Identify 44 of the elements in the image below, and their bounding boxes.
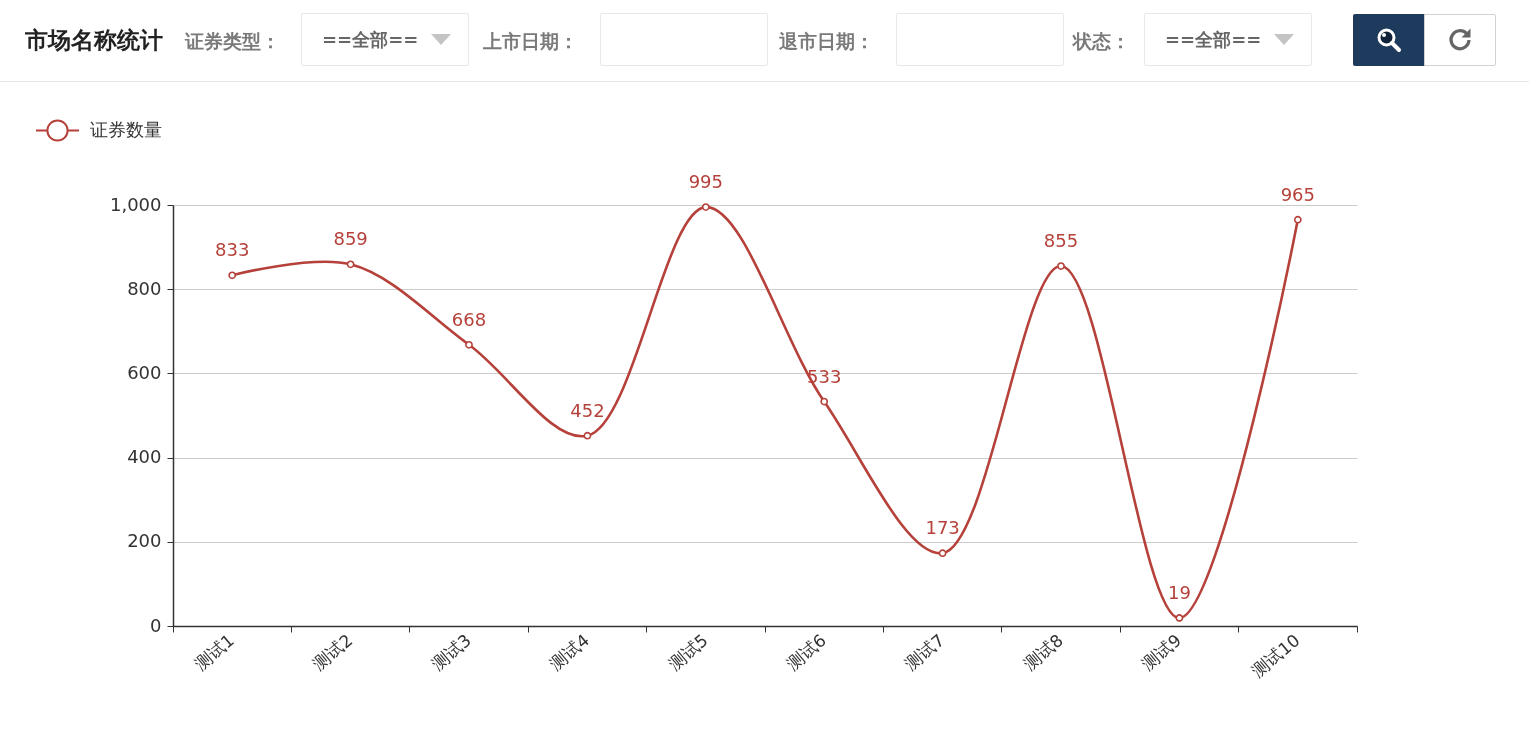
text: 状态： [1073,29,1130,53]
x-tick-label: 测试7 [901,630,949,675]
data-label: 19 [1167,582,1191,603]
x-tick-label: 测试2 [309,630,357,675]
x-tick-label: 测试10 [1248,630,1304,682]
point [465,340,473,349]
data-label: 668 [451,308,487,330]
x-tick-label: 测试5 [664,630,712,675]
data-label: 533 [807,365,842,387]
text: 证券类型： [185,29,280,53]
x-tick-label: 测试8 [1019,630,1067,675]
y-tick-label: 200 [127,530,162,552]
point [701,203,710,211]
point [820,397,829,406]
x-tick-label: 测试6 [782,630,830,675]
text: 退市日期： [779,29,874,53]
data-label: 452 [570,399,605,421]
select-field: ==全部== [301,13,469,66]
x-tick-label: 测试1 [190,630,238,675]
legend-label: 证券数量 [90,118,162,140]
point [583,431,592,440]
data-label: 995 [688,171,723,193]
point [938,549,947,558]
select-field: ==全部== [1144,13,1312,66]
x-tick-label: 测试4 [545,630,594,675]
data-label: 173 [925,517,960,539]
y-tick-label: 600 [127,361,162,383]
y-tick-label: 800 [127,277,162,299]
text: 上市日期： [483,29,578,53]
y-tick-label: 0 [150,614,162,636]
chart-title: 市场名称统计 [25,26,163,54]
point [346,260,355,269]
data-label: 833 [215,239,250,261]
y-tick-label: 400 [127,446,162,468]
data-label: 965 [1280,183,1315,205]
point [228,271,237,280]
point [1175,614,1184,622]
data-label: 859 [333,228,368,250]
x-tick-label: 测试3 [427,630,475,675]
x-tick-label: 测试9 [1137,630,1186,675]
y-tick-label: 1,000 [109,193,162,215]
data-label: 855 [1043,230,1079,252]
point [1057,262,1065,270]
point [1293,215,1302,224]
